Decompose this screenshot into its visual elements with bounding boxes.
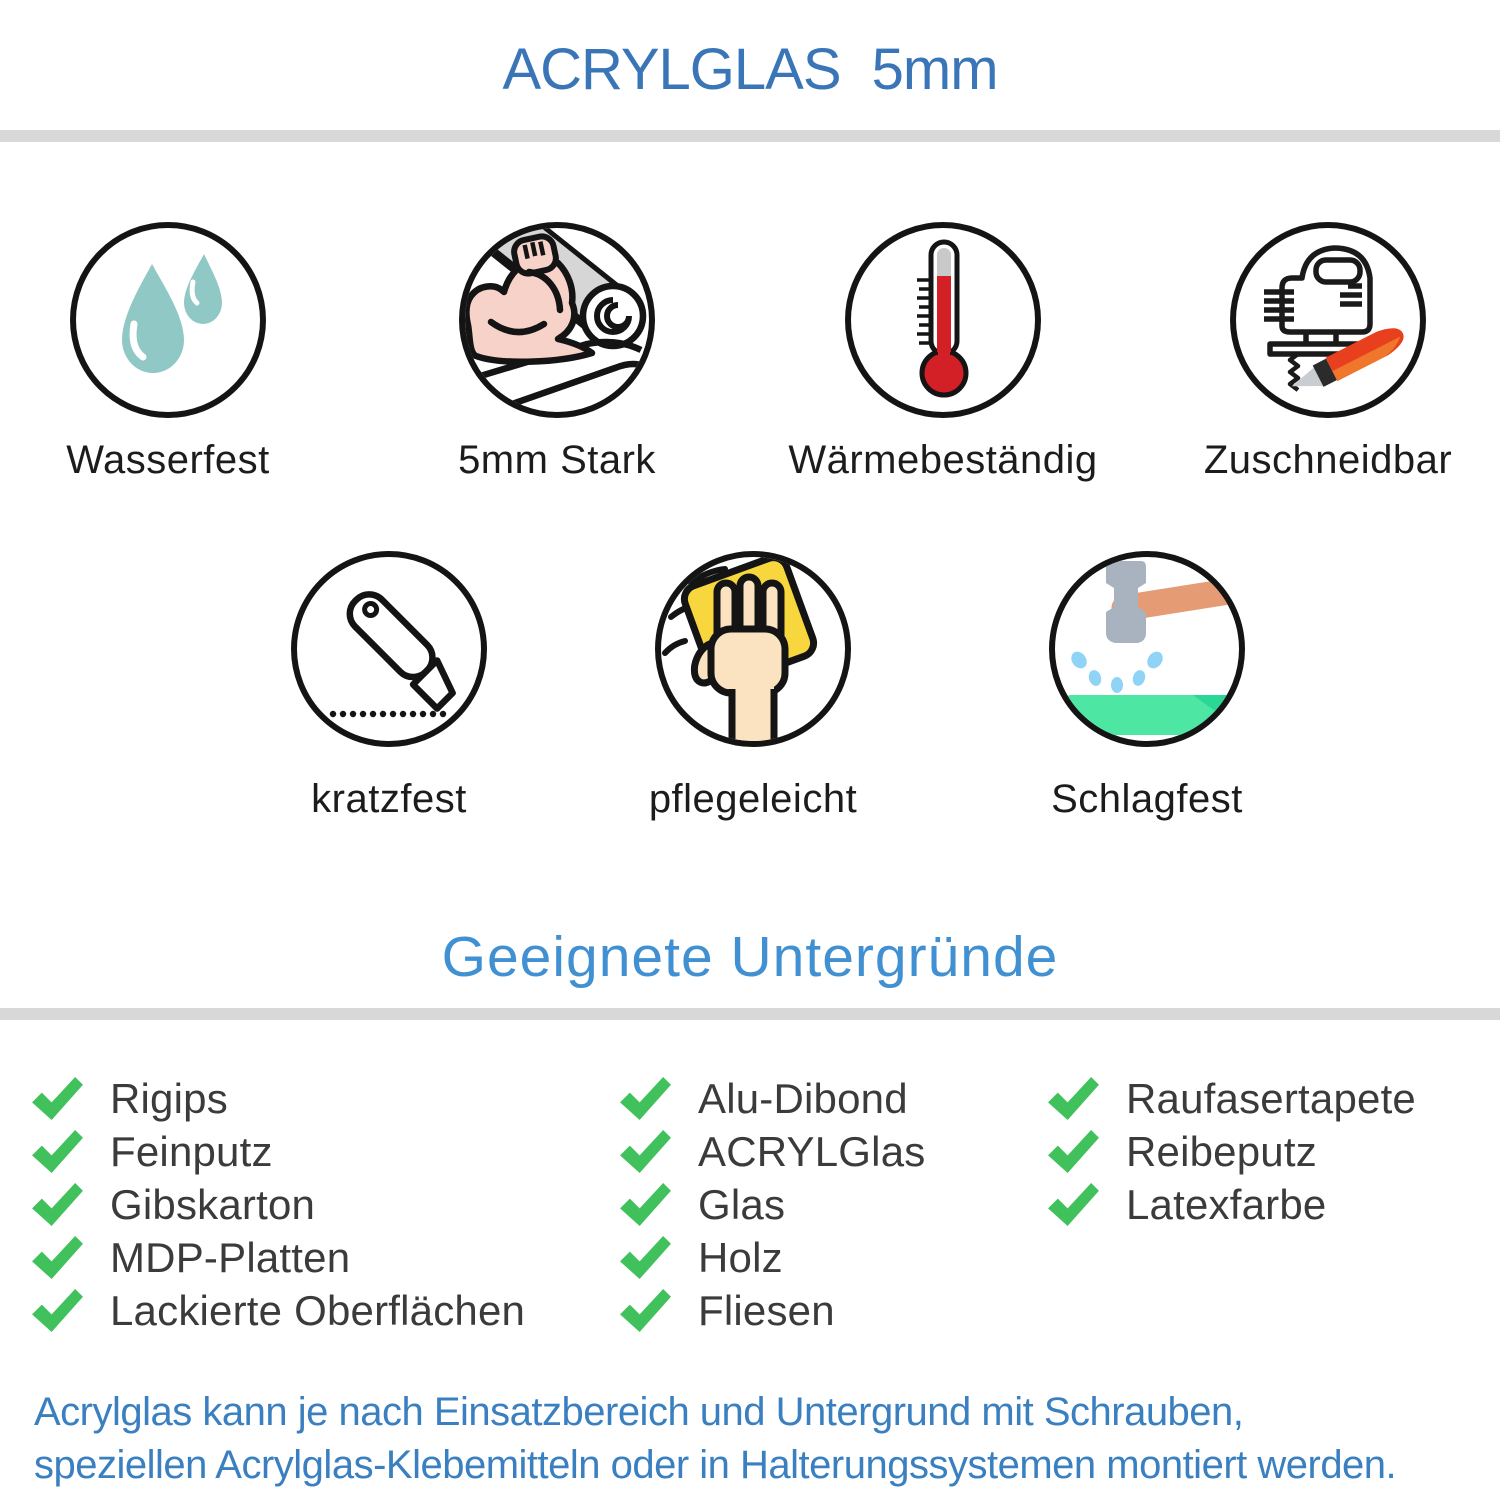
- page-title: ACRYLGLAS 5mm: [502, 37, 998, 102]
- muscle-arm-roll-icon: [459, 222, 655, 418]
- list-item: Rigips: [30, 1072, 525, 1125]
- check-icon: [32, 1235, 83, 1280]
- list-item-label: MDP-Platten: [110, 1233, 351, 1281]
- utility-knife-icon: [291, 551, 487, 747]
- feature-zuschneidbar: Zuschneidbar: [1148, 222, 1500, 483]
- check-icon: [620, 1288, 671, 1333]
- list-item: Holz: [618, 1231, 925, 1284]
- list-item: Latexfarbe: [1046, 1178, 1416, 1231]
- feature-label: pflegeleicht: [648, 777, 858, 821]
- check-icon: [1048, 1076, 1099, 1121]
- list-item-label: Fliesen: [698, 1286, 835, 1334]
- check-icon: [620, 1235, 671, 1280]
- list-item: Reibeputz: [1046, 1125, 1416, 1178]
- list-item-label: Feinputz: [110, 1127, 273, 1175]
- list-item-label: Holz: [698, 1233, 783, 1281]
- feature-label: Wasserfest: [66, 438, 270, 482]
- check-icon: [32, 1182, 83, 1227]
- feature-label: Zuschneidbar: [1203, 438, 1453, 482]
- check-icon: [620, 1076, 671, 1121]
- check-icon: [32, 1076, 83, 1121]
- thermometer-icon: [845, 222, 1041, 418]
- list-item-label: Reibeputz: [1126, 1127, 1317, 1175]
- divider-top: [0, 130, 1500, 142]
- feature-wasserfest: Wasserfest: [0, 222, 348, 483]
- water-drops-icon: [70, 222, 266, 418]
- list-item: Glas: [618, 1178, 925, 1231]
- list-item-label: Raufasertapete: [1126, 1074, 1416, 1122]
- feature-schlagfest: Schlagfest: [967, 551, 1327, 822]
- cleaning-hand-icon: [655, 551, 851, 747]
- jigsaw-knife-icon: [1230, 222, 1426, 418]
- list-item-label: Gibskarton: [110, 1180, 316, 1228]
- divider-middle: [0, 1008, 1500, 1020]
- feature-kratzfest: kratzfest: [209, 551, 569, 822]
- list-item: Lackierte Oberflächen: [30, 1284, 525, 1337]
- list-item-label: ACRYLGlas: [698, 1127, 926, 1175]
- check-icon: [1048, 1129, 1099, 1174]
- list-item-label: Glas: [698, 1180, 786, 1228]
- feature-label: Wärmebeständig: [788, 438, 1098, 482]
- substrate-column-1: Rigips Feinputz Gibskarton MDP-Platten L…: [30, 1072, 525, 1337]
- check-icon: [32, 1288, 83, 1333]
- list-item: MDP-Platten: [30, 1231, 525, 1284]
- list-item: ACRYLGlas: [618, 1125, 925, 1178]
- feature-label: kratzfest: [311, 777, 467, 821]
- list-item: Gibskarton: [30, 1178, 525, 1231]
- substrate-column-2: Alu-Dibond ACRYLGlas Glas Holz Fliesen: [618, 1072, 925, 1337]
- feature-5mm-stark: 5mm Stark: [377, 222, 737, 483]
- list-item: Feinputz: [30, 1125, 525, 1178]
- section-title: Geeignete Untergründe: [441, 925, 1059, 989]
- list-item-label: Latexfarbe: [1126, 1180, 1327, 1228]
- check-icon: [1048, 1182, 1099, 1227]
- list-item-label: Rigips: [110, 1074, 228, 1122]
- substrate-column-3: Raufasertapete Reibeputz Latexfarbe: [1046, 1072, 1416, 1231]
- check-icon: [620, 1129, 671, 1174]
- hammer-impact-icon: [1049, 551, 1245, 747]
- footer-line-2: speziellen Acrylglas-Klebemitteln oder i…: [34, 1443, 1397, 1487]
- list-item: Alu-Dibond: [618, 1072, 925, 1125]
- check-icon: [32, 1129, 83, 1174]
- list-item-label: Lackierte Oberflächen: [110, 1286, 526, 1334]
- check-icon: [620, 1182, 671, 1227]
- footer-line-1: Acrylglas kann je nach Einsatzbereich un…: [34, 1390, 1244, 1434]
- feature-label: Schlagfest: [1051, 777, 1243, 821]
- feature-waermebestaendig: Wärmebeständig: [763, 222, 1123, 483]
- list-item-label: Alu-Dibond: [698, 1074, 908, 1122]
- footer-note: Acrylglas kann je nach Einsatzbereich un…: [34, 1386, 1397, 1492]
- list-item: Raufasertapete: [1046, 1072, 1416, 1125]
- feature-label: 5mm Stark: [458, 438, 656, 482]
- list-item: Fliesen: [618, 1284, 925, 1337]
- feature-pflegeleicht: pflegeleicht: [573, 551, 933, 822]
